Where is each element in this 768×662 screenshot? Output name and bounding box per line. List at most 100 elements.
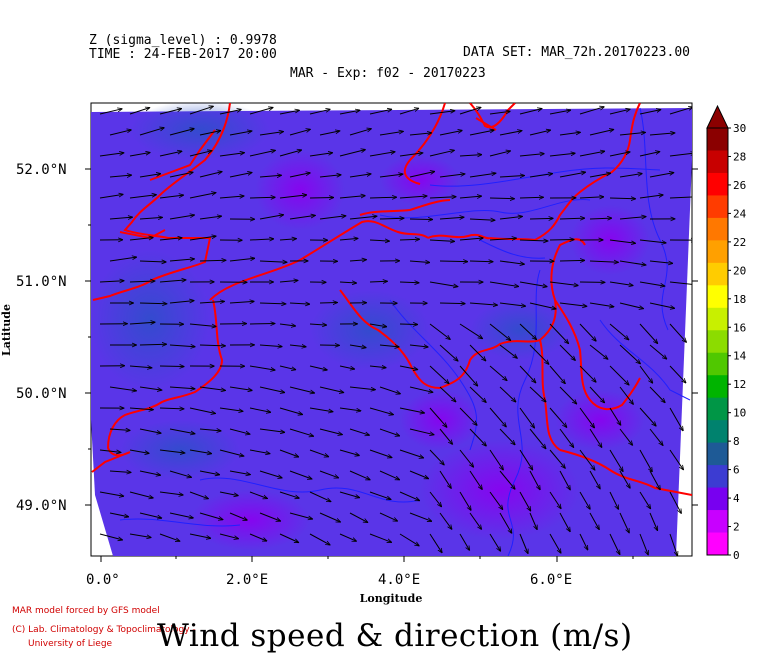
wind-vector [459, 491, 471, 510]
wind-vector [369, 281, 387, 282]
wind-vector [319, 428, 342, 435]
wind-vector [589, 218, 612, 219]
wind-vector [379, 174, 403, 178]
wind-vector [349, 344, 366, 348]
wind-vector [429, 240, 455, 241]
wind-vector [379, 218, 404, 219]
figure-title: Wind speed & direction (m/s) [157, 618, 633, 654]
wind-vector [489, 151, 511, 157]
credit-university: University of Liege [28, 639, 113, 649]
wind-vector [279, 150, 302, 157]
wind-vector [669, 323, 686, 342]
wind-vector [219, 110, 241, 115]
wind-vector [429, 281, 458, 287]
colorbar-label: 6 [733, 464, 740, 477]
wind-vector [649, 470, 660, 490]
wind-vector [619, 260, 646, 265]
x-tick-label: 6.0°E [530, 572, 572, 588]
wind-vector [429, 491, 442, 507]
wind-vector [559, 428, 574, 447]
x-axis-title: Longitude [360, 592, 423, 605]
wind-vector [169, 345, 195, 347]
wind-vector [189, 236, 216, 241]
wind-vector [139, 512, 162, 518]
wind-vector [99, 533, 122, 540]
wind-vector [159, 151, 182, 157]
colorbar-swatch [707, 352, 728, 376]
time-label: TIME : 24-FEB-2017 20:00 [89, 47, 277, 62]
wind-vector [499, 176, 524, 178]
wind-vector [159, 408, 184, 409]
wind-vector [639, 110, 661, 115]
wind-vector [309, 407, 333, 412]
wind-vector [169, 387, 195, 389]
wind-vector [669, 491, 681, 513]
wind-vector [639, 323, 658, 344]
colorbar-swatch [707, 442, 728, 466]
wind-vector [559, 344, 575, 360]
wind-vector [99, 153, 124, 157]
wind-vector [279, 195, 307, 199]
wind-vector [199, 470, 220, 475]
colorbar-swatch [707, 217, 728, 241]
wind-vector [459, 407, 477, 425]
wind-vector [319, 216, 346, 220]
wind-vector [379, 345, 399, 347]
x-tick-label: 4.0°E [378, 572, 420, 588]
colorbar-label: 12 [733, 378, 746, 391]
wind-vector [129, 449, 149, 453]
wind-vector [279, 324, 296, 326]
y-axis-title: Latitude [0, 304, 13, 356]
wind-vector [189, 407, 215, 414]
wind-vector [399, 365, 418, 370]
wind-vector [639, 407, 656, 426]
wind-vector [639, 491, 651, 509]
wind-vector [309, 365, 327, 370]
wind-vector [219, 491, 238, 496]
wind-vector [279, 365, 296, 370]
colorbar-swatch [707, 465, 728, 489]
wind-vector [519, 154, 544, 157]
wind-vector [169, 215, 194, 220]
colorbar-swatch [707, 262, 728, 286]
wind-vector [469, 386, 486, 402]
colorbar-swatch [707, 285, 728, 309]
wind-vector [309, 533, 330, 545]
wind-vector [429, 365, 449, 384]
wind-vector [529, 470, 540, 490]
wind-vector [469, 303, 497, 305]
wind-vector [159, 195, 183, 199]
wind-vector [409, 133, 432, 135]
wind-vector [339, 150, 365, 157]
wind-vector [259, 261, 287, 262]
wind-vector [129, 322, 155, 324]
wind-vector [339, 238, 358, 240]
wind-vector [609, 239, 636, 243]
wind-vector [589, 512, 599, 530]
wind-vector [369, 533, 392, 542]
wind-vector [289, 512, 313, 519]
wind-vector [639, 449, 652, 472]
wind-vector [169, 301, 194, 304]
wind-vector [439, 512, 452, 529]
wind-vector [589, 344, 608, 359]
wind-vector [289, 303, 310, 304]
wind-vector [259, 175, 281, 177]
wind-vector [139, 128, 164, 136]
colorbar-label: 16 [733, 321, 746, 334]
wind-vector [609, 491, 619, 509]
wind-vector [189, 533, 211, 538]
wind-vector [259, 132, 283, 136]
wind-vector [559, 172, 586, 178]
colorbar-swatch [707, 240, 728, 264]
wind-vector [229, 512, 247, 520]
wind-vector [229, 428, 250, 434]
wind-vector [669, 407, 683, 431]
wind-vector [429, 407, 447, 427]
wind-vector [409, 470, 429, 479]
wind-vector [369, 197, 397, 198]
wind-vector [439, 428, 453, 444]
wind-vector [639, 281, 665, 286]
wind-vector [549, 323, 569, 344]
wind-vector [339, 533, 356, 541]
